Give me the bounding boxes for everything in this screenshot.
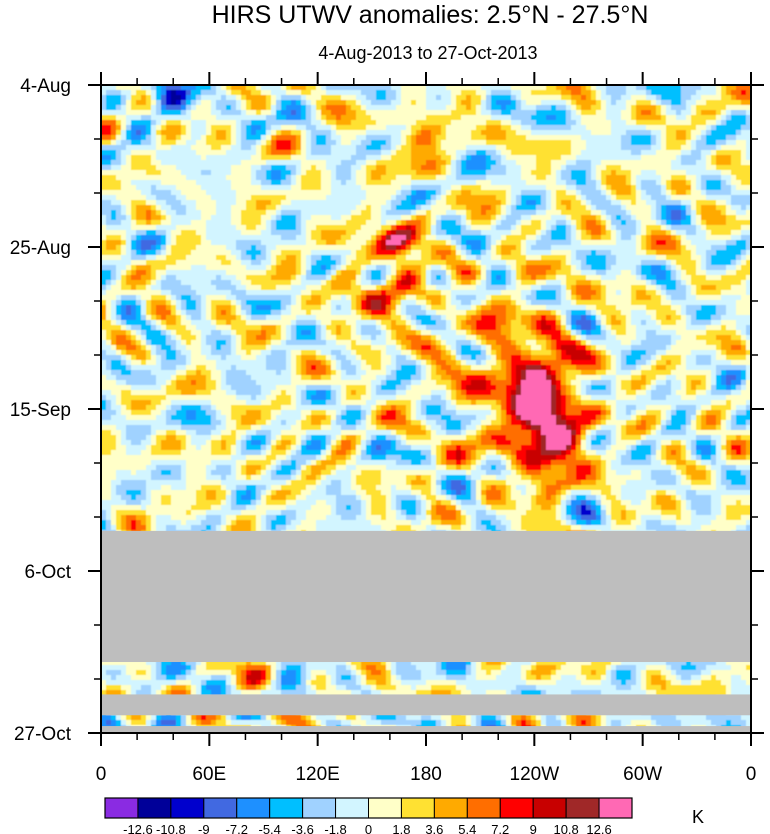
colorbar-swatch <box>203 797 238 819</box>
colorbar-swatch <box>137 797 172 819</box>
colorbar-swatch <box>302 797 337 819</box>
missing-data-band <box>101 530 751 663</box>
colorbar-swatch <box>335 797 369 819</box>
missing-data-band <box>101 694 751 716</box>
colorbar-level-label: 7.2 <box>491 822 509 834</box>
x-tick-label: 60E <box>192 764 226 785</box>
missing-data-bands <box>101 530 751 733</box>
y-tick-label: 6-Oct <box>25 562 72 583</box>
colorbar-level-label: -10.8 <box>156 822 186 834</box>
colorbar-level-label: 10.8 <box>553 822 578 834</box>
colorbar-frame <box>104 797 633 819</box>
missing-data-band <box>101 726 751 733</box>
colorbar-swatch <box>170 797 205 819</box>
chart-subtitle: 4-Aug-2013 to 27-Oct-2013 <box>318 43 537 63</box>
colorbar-swatch <box>466 797 501 819</box>
x-tick-label: 120W <box>510 764 560 785</box>
colorbar-level-label: 0 <box>365 822 372 834</box>
colorbar-level-label: 12.6 <box>586 822 611 834</box>
colorbar-level-label: -9 <box>198 822 210 834</box>
colorbar-swatch <box>532 797 567 819</box>
y-tick-label: 27-Oct <box>14 724 72 745</box>
colorbar-swatch <box>104 797 139 819</box>
x-tick-label: 120E <box>295 764 339 785</box>
colorbar-swatch <box>565 797 600 819</box>
colorbar-level-label: -12.6 <box>123 822 153 834</box>
y-tick-label: 15-Sep <box>10 400 71 421</box>
x-tick-label: 0 <box>746 764 757 785</box>
chart-title: HIRS UTWV anomalies: 2.5°N - 27.5°N <box>212 1 649 29</box>
colorbar-swatch <box>269 797 304 819</box>
x-axis: 0 60E 120E 180 120W 60W 0 <box>96 72 757 785</box>
colorbar-swatch <box>598 797 633 819</box>
y-axis: 4-Aug 25-Aug 15-Sep 6-Oct 27-Oct <box>10 76 764 745</box>
colorbar-swatch <box>236 797 271 819</box>
colorbar-level-label: -7.2 <box>226 822 248 834</box>
x-tick-label: 60W <box>623 764 662 785</box>
x-tick-label: 180 <box>410 764 442 785</box>
y-tick-label: 25-Aug <box>10 238 71 259</box>
anomaly-field <box>101 85 751 733</box>
colorbar-swatch <box>368 797 402 819</box>
colorbar-level-label: 9 <box>530 822 537 834</box>
colorbar-level-label: -1.8 <box>324 822 346 834</box>
colorbar-unit: K <box>692 807 704 827</box>
heatmap-plot-area <box>101 85 751 733</box>
colorbar-swatch <box>433 797 468 819</box>
colorbar-level-label: -5.4 <box>258 822 280 834</box>
y-tick-label: 4-Aug <box>20 76 71 97</box>
colorbar-level-label: 5.4 <box>458 822 476 834</box>
colorbar-level-label: 1.8 <box>392 822 410 834</box>
colorbar-swatch <box>499 797 534 819</box>
colorbar: -12.6 -10.8 -9 -7.2 -5.4 -3.6 -1.8 0 1.8 3.6 5.4 7.… <box>104 797 633 834</box>
colorbar-level-label: 3.6 <box>425 822 443 834</box>
colorbar-swatch <box>400 797 435 819</box>
x-tick-label: 0 <box>96 764 107 785</box>
colorbar-level-label: -3.6 <box>291 822 313 834</box>
